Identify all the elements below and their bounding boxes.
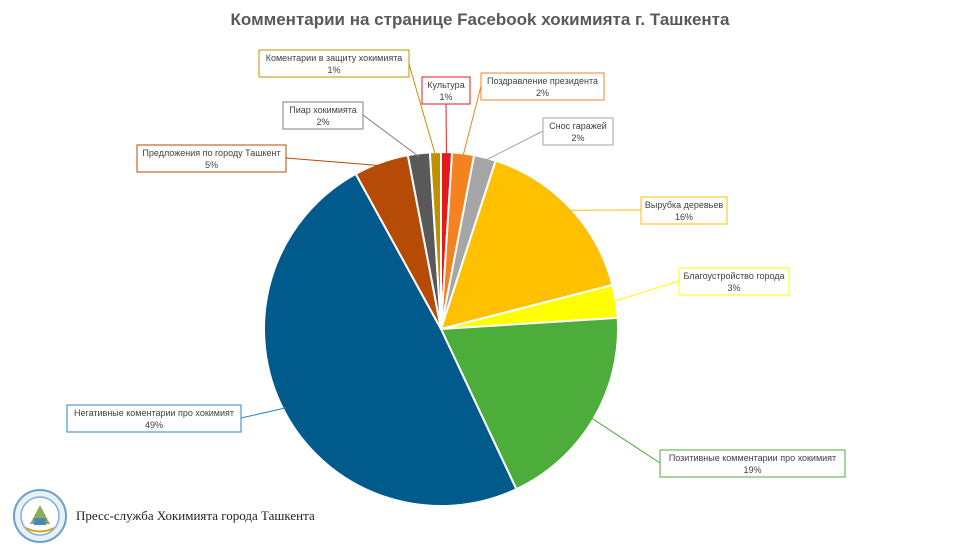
- slice-label-value: 2%: [536, 88, 549, 98]
- footer-caption: Пресс-служба Хокимията города Ташкента: [76, 508, 315, 524]
- slice-label-name: Снос гаражей: [549, 121, 607, 131]
- slice-label-name: Предложения по городу Ташкент: [142, 148, 280, 158]
- slice-label: Пиар хокимията 2%: [283, 102, 363, 129]
- slice-label: Негативные коментарии про хокимият 49%: [67, 405, 241, 432]
- slice-label: Вырубка деревьев 16%: [641, 197, 727, 224]
- slice-label-name: Вырубка деревьев: [645, 200, 724, 210]
- slice-label: Коментарии в защиту хокимията 1%: [259, 50, 409, 77]
- slice-label-value: 19%: [743, 465, 761, 475]
- slice-label-name: Культура: [427, 80, 464, 90]
- leader-line: [484, 131, 543, 161]
- slice-label-value: 2%: [316, 117, 329, 127]
- leader-line: [612, 281, 679, 302]
- leader-line: [590, 417, 660, 463]
- slice-label-value: 1%: [327, 65, 340, 75]
- slice-label-name: Поздравление президента: [487, 76, 598, 86]
- slice-label-name: Благоустройство города: [683, 271, 784, 281]
- slice-label: Позитивные комментарии про хокимият 19%: [660, 450, 845, 477]
- slice-label: Снос гаражей 2%: [543, 118, 613, 145]
- slice-label-value: 2%: [571, 133, 584, 143]
- slice-label-value: 1%: [439, 92, 452, 102]
- slice-label-name: Позитивные комментарии про хокимият: [669, 453, 836, 463]
- slice-label: Предложения по городу Ташкент 5%: [137, 145, 286, 172]
- emblem-icon: [12, 488, 68, 544]
- pie-slices: [264, 152, 618, 506]
- footer: Пресс-служба Хокимията города Ташкента: [12, 488, 315, 544]
- slice-label-name: Коментарии в защиту хокимията: [266, 53, 403, 63]
- leader-line: [363, 115, 419, 157]
- leader-line: [286, 158, 382, 166]
- slice-label-value: 3%: [727, 283, 740, 293]
- slice-label: Поздравление президента 2%: [481, 73, 604, 100]
- slice-label-value: 16%: [675, 212, 693, 222]
- slice-label-name: Пиар хокимията: [289, 105, 357, 115]
- leader-line: [241, 408, 286, 418]
- slice-label-name: Негативные коментарии про хокимият: [74, 408, 234, 418]
- slice-label-value: 5%: [205, 160, 218, 170]
- slice-label: Культура 1%: [422, 77, 470, 104]
- slice-label-value: 49%: [145, 420, 163, 430]
- slice-label: Благоустройство города 3%: [679, 268, 789, 295]
